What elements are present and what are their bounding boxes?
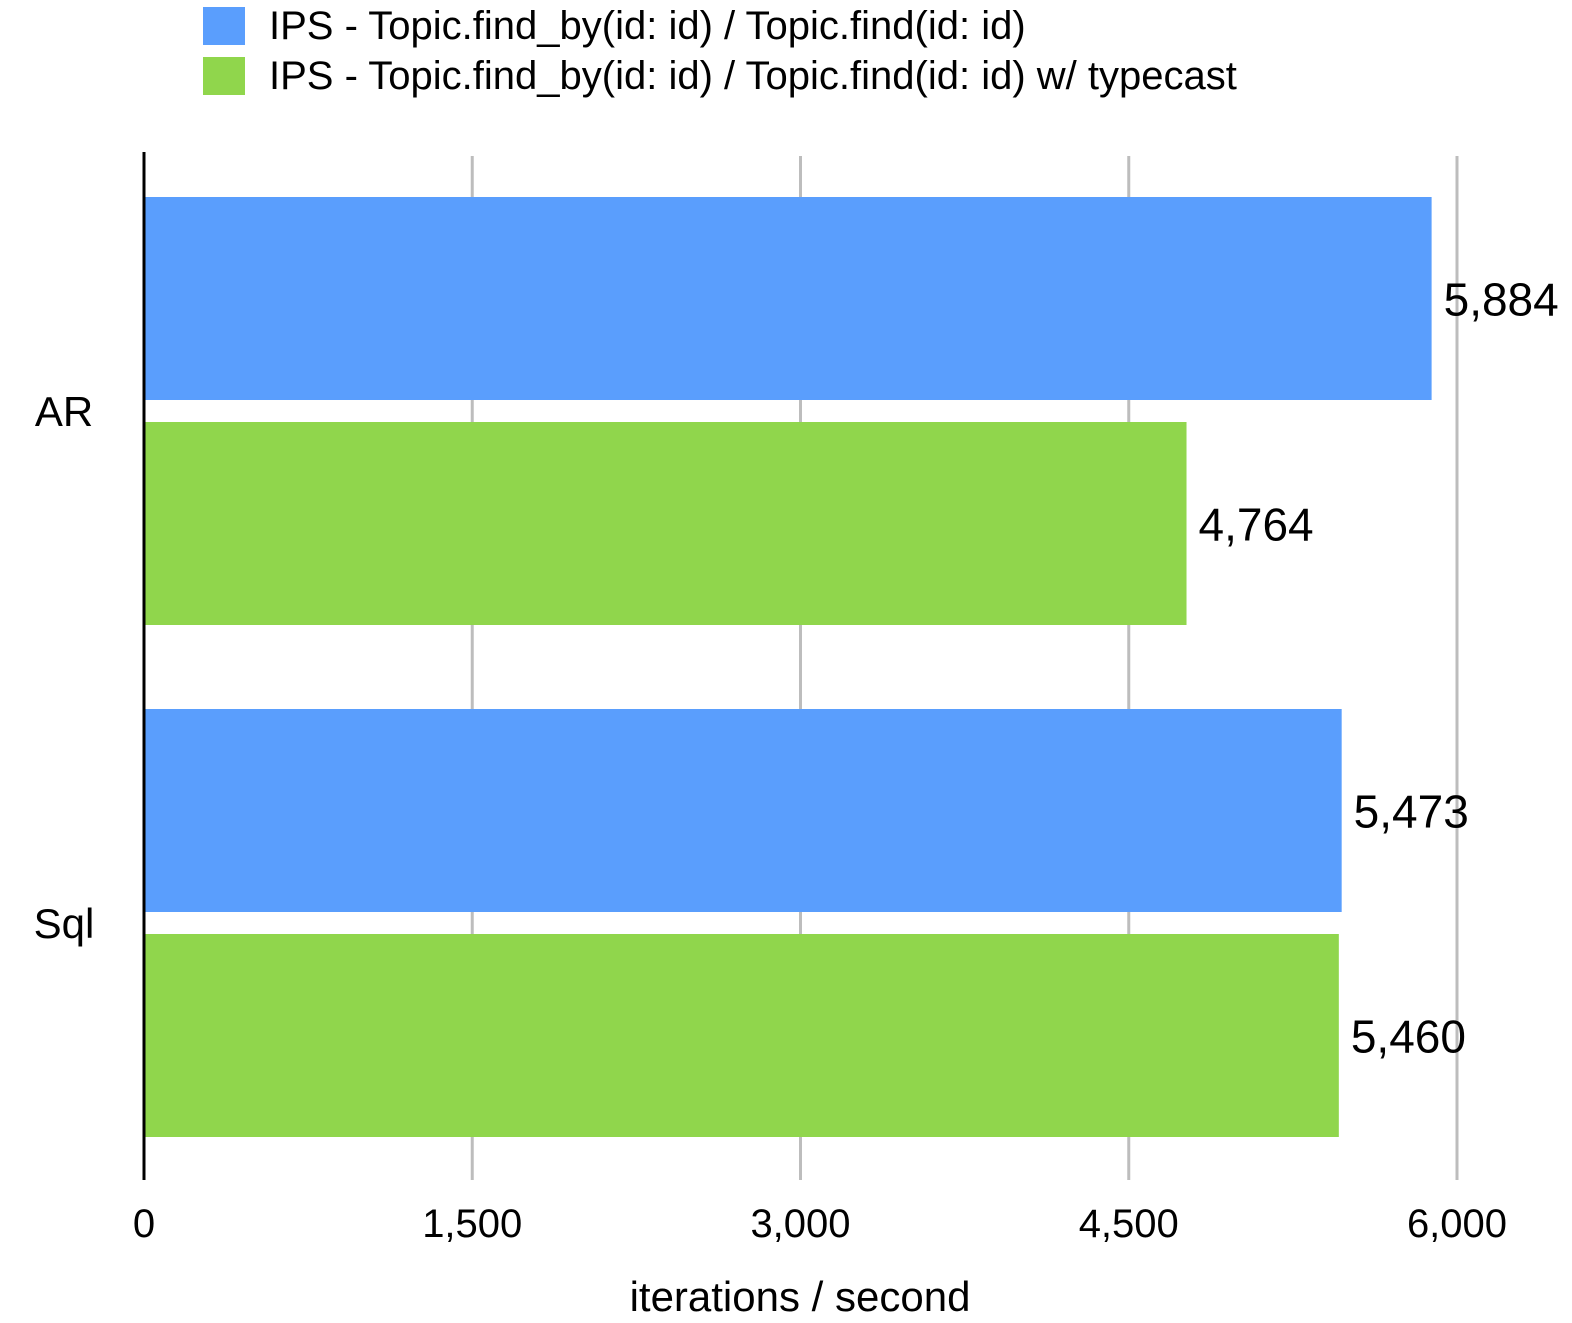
bar-ar-series-1 <box>144 197 1432 400</box>
bar-ar-series-2 <box>144 422 1187 625</box>
legend-swatch-blue-icon <box>203 7 245 45</box>
data-label-sql-series-1: 5,473 <box>1354 786 1469 838</box>
x-axis-title: iterations / second <box>630 1273 971 1320</box>
bar-sql-series-1 <box>144 709 1342 912</box>
x-tick-label-2: 3,000 <box>750 1202 850 1246</box>
x-tick-label-0: 0 <box>133 1202 155 1246</box>
x-tick-label-3: 4,500 <box>1079 1202 1179 1246</box>
legend-swatch-green-icon <box>203 57 245 95</box>
bar-sql-series-2 <box>144 934 1339 1137</box>
data-label-sql-series-2: 5,460 <box>1351 1011 1466 1063</box>
category-label-ar: AR <box>35 388 93 435</box>
data-label-ar-series-2: 4,764 <box>1199 499 1314 551</box>
category-label-sql: Sql <box>34 900 95 947</box>
legend-label-series-1: IPS - Topic.find_by(id: id) / Topic.find… <box>269 4 1026 48</box>
x-tick-label-1: 1,500 <box>422 1202 522 1246</box>
legend-label-series-2: IPS - Topic.find_by(id: id) / Topic.find… <box>269 54 1237 98</box>
x-tick-label-4: 6,000 <box>1407 1202 1507 1246</box>
data-label-ar-series-1: 5,884 <box>1444 274 1559 326</box>
